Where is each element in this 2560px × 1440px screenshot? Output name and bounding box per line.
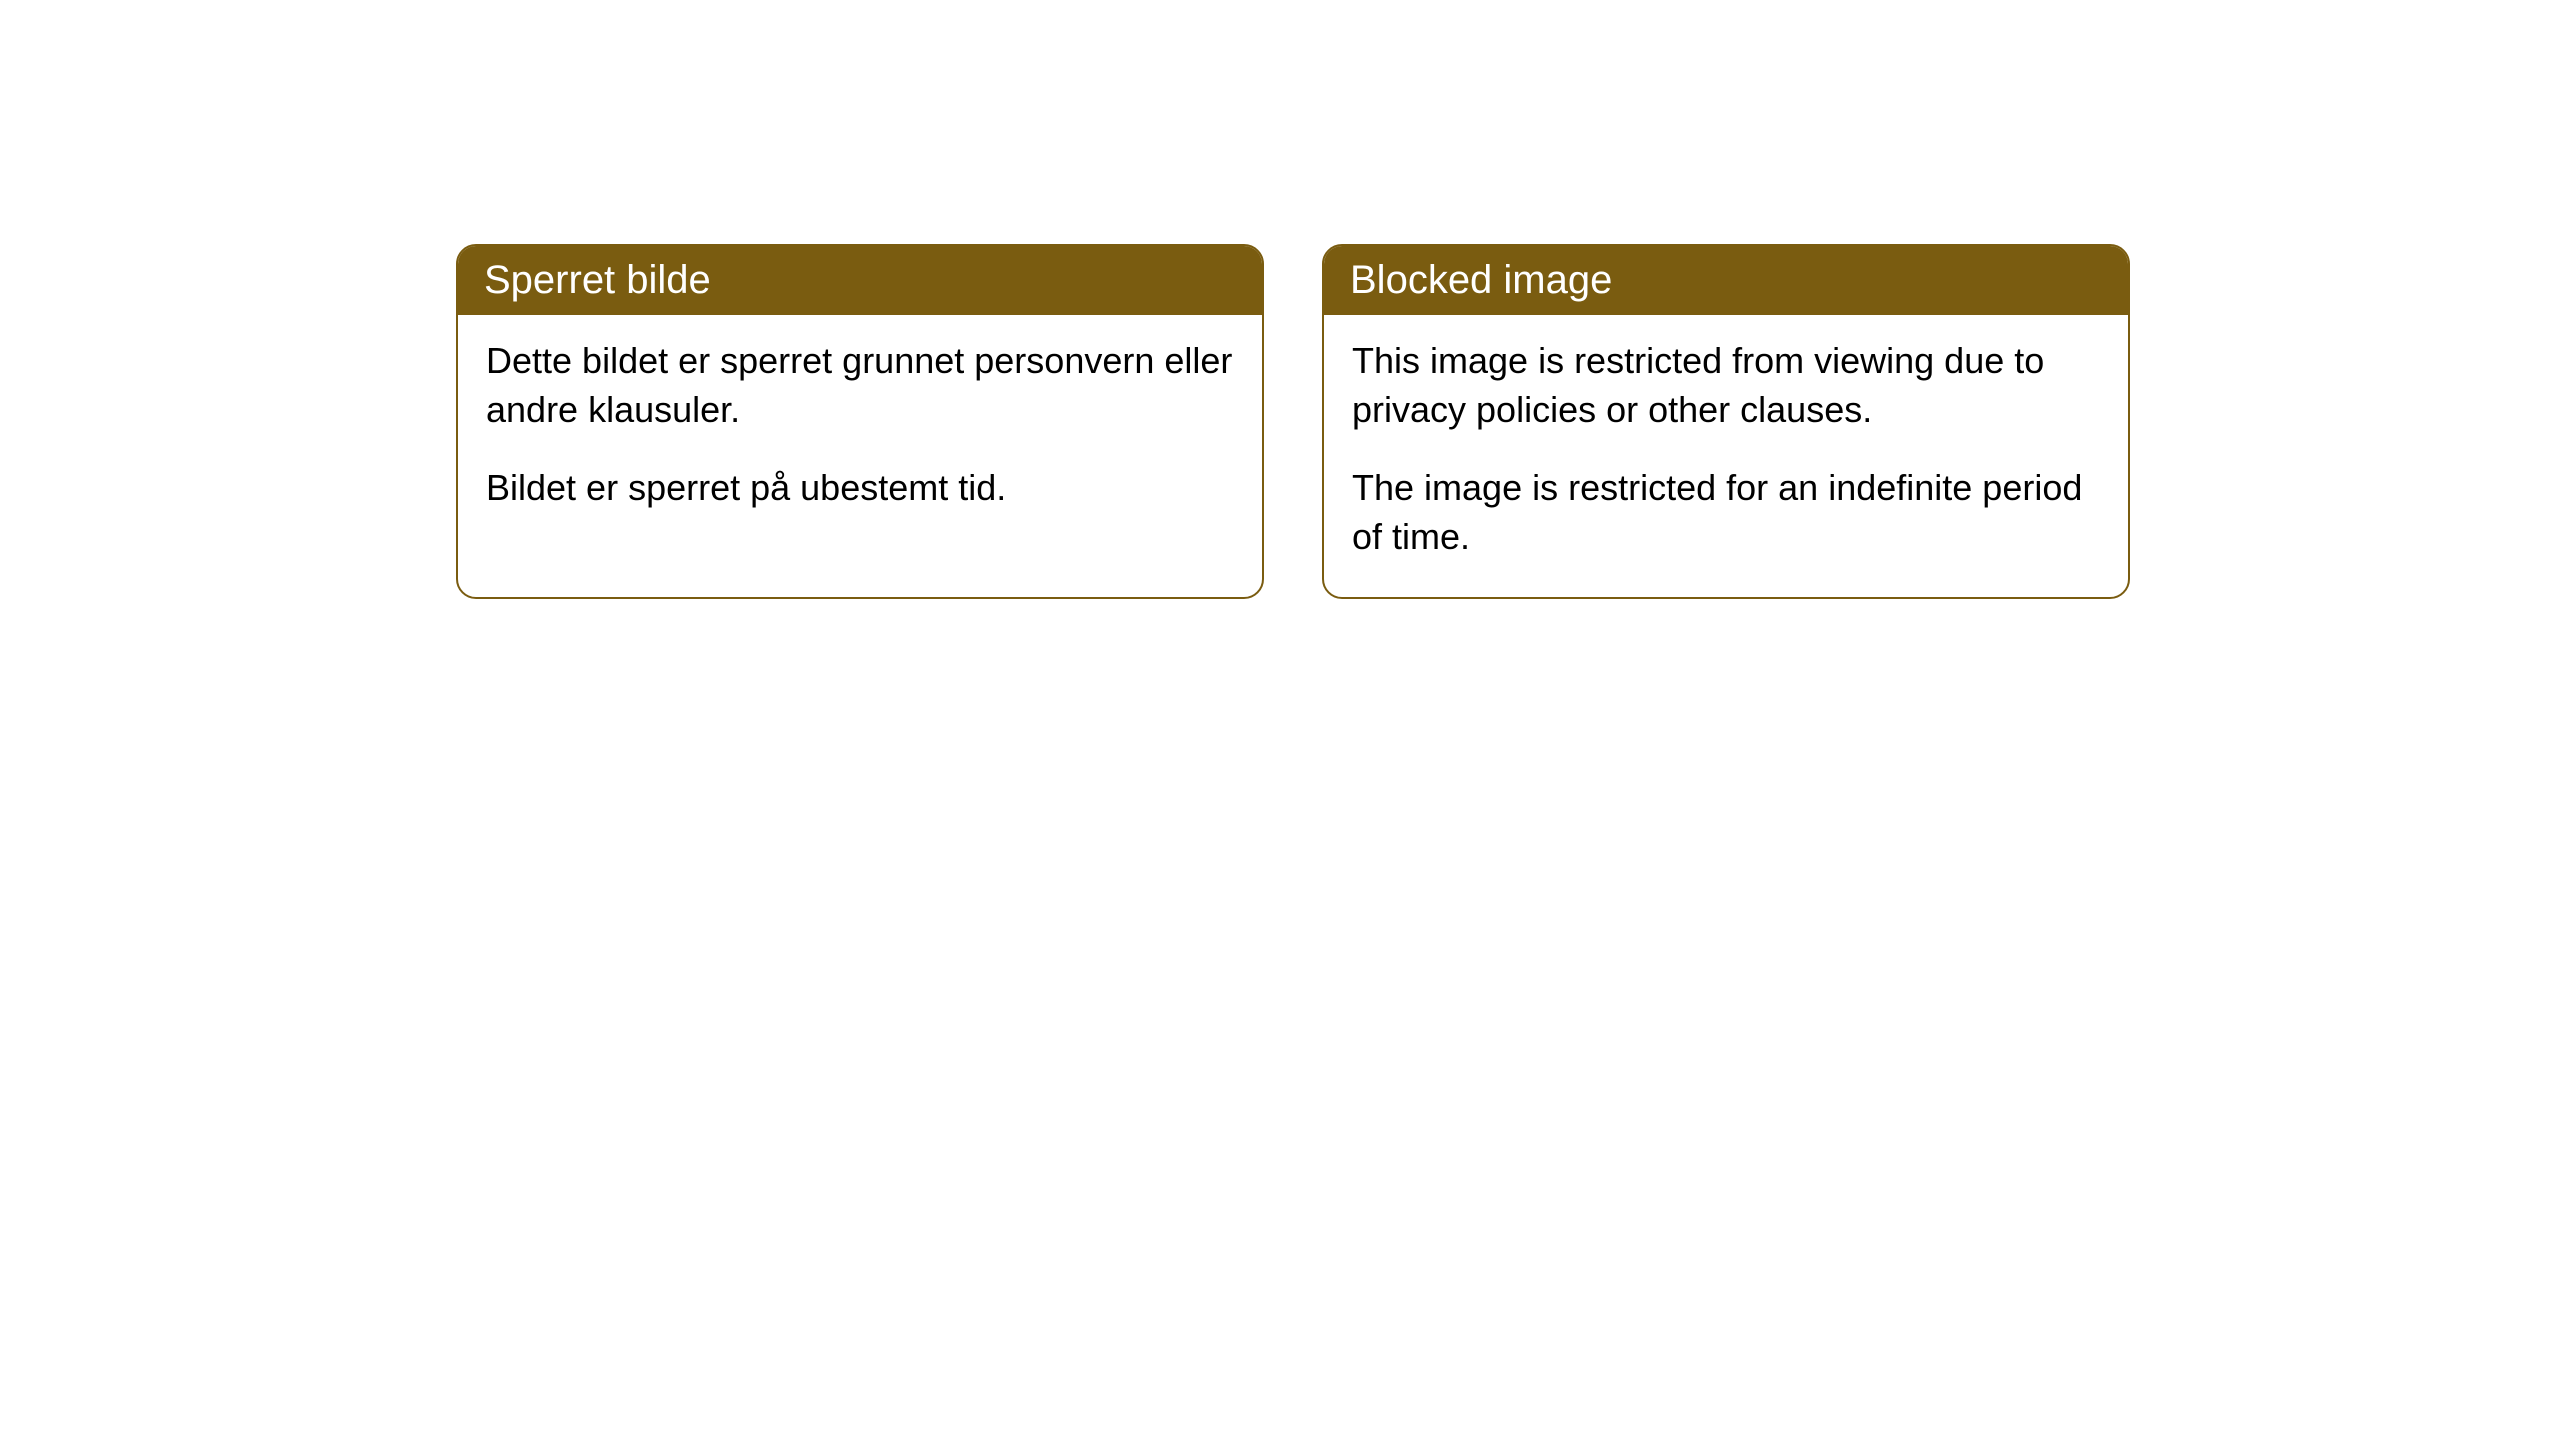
card-header-norwegian: Sperret bilde: [458, 246, 1262, 315]
blocked-image-card-norwegian: Sperret bilde Dette bildet er sperret gr…: [456, 244, 1264, 599]
card-body-norwegian: Dette bildet er sperret grunnet personve…: [458, 315, 1262, 549]
card-body-english: This image is restricted from viewing du…: [1324, 315, 2128, 597]
card-header-english: Blocked image: [1324, 246, 2128, 315]
notice-paragraph: This image is restricted from viewing du…: [1352, 337, 2100, 434]
notice-cards-container: Sperret bilde Dette bildet er sperret gr…: [456, 244, 2560, 599]
notice-paragraph: Bildet er sperret på ubestemt tid.: [486, 464, 1234, 513]
notice-paragraph: The image is restricted for an indefinit…: [1352, 464, 2100, 561]
notice-paragraph: Dette bildet er sperret grunnet personve…: [486, 337, 1234, 434]
blocked-image-card-english: Blocked image This image is restricted f…: [1322, 244, 2130, 599]
